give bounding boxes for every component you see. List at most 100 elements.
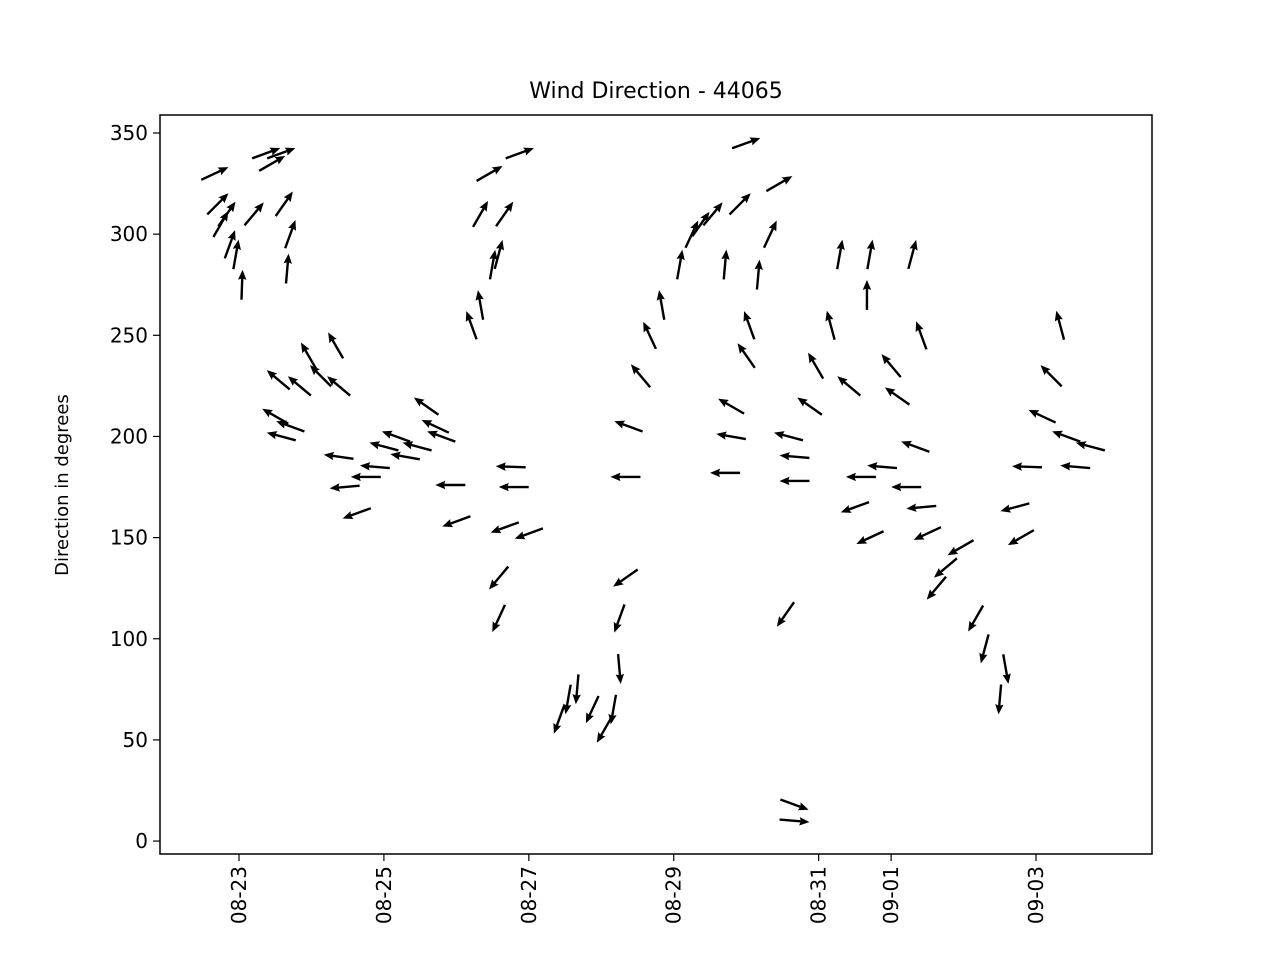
wind-arrow [251,147,281,160]
wind-arrow [350,472,381,482]
wind-arrow [492,604,507,633]
wind-arrow [413,397,440,416]
wind-arrow [1052,430,1081,443]
wind-arrow [710,468,741,478]
wind-arrow [765,176,793,193]
wind-arrow [615,654,625,685]
y-tick-label: 100 [110,627,148,651]
wind-arrow [495,201,514,227]
wind-arrow [728,193,751,216]
wind-arrow [866,239,875,270]
chart-title: Wind Direction - 44065 [529,79,783,104]
wind-arrow [808,352,825,380]
wind-arrow [498,482,529,492]
wind-arrow [737,343,756,369]
wind-arrow [262,408,289,425]
y-tick-label: 150 [110,526,148,550]
wind-arrow [656,290,666,320]
wind-arrow [1075,441,1106,452]
wind-arrow [266,147,296,160]
x-tick-label: 08-27 [517,866,541,924]
wind-arrow [754,259,763,290]
x-tick-label: 08-31 [807,866,831,924]
wind-arrow [553,705,566,734]
wind-arrow [435,480,466,490]
wind-arrow [933,557,958,578]
wind-arrow [266,370,291,391]
wind-arrow [1002,654,1011,684]
x-tick-label: 09-01 [879,866,903,924]
wind-arrow [856,530,885,544]
axes-frame [159,114,1153,855]
wind-arrow [613,604,626,633]
wind-arrow [968,604,985,632]
wind-arrow [731,137,761,150]
wind-arrow [913,526,942,540]
wind-arrow [300,342,317,370]
wind-arrow [718,398,745,415]
y-tick-label: 200 [110,424,148,448]
wind-arrow [514,527,544,540]
wind-arrow [614,420,643,433]
x-tick-label: 09-03 [1024,866,1048,924]
wind-arrow [743,311,756,340]
wind-arrow [675,249,685,280]
wind-arrow [779,476,810,486]
wind-arrow [608,694,618,725]
wind-arrow [493,239,504,270]
wind-arrow [471,200,489,228]
y-tick-label: 0 [135,829,148,853]
wind-arrow [217,201,236,227]
wind-arrow [585,695,600,724]
wind-arrow [490,521,520,534]
wind-arrow [837,376,862,397]
wind-arrow [779,817,810,826]
wind-arrow [979,634,990,664]
wind-arrow [488,565,510,590]
wind-arrow [947,539,975,556]
wind-arrow [323,451,354,461]
wind-arrow [427,430,456,443]
wind-arrow [776,601,796,627]
wind-arrow [926,575,947,600]
y-tick-label: 250 [110,323,148,347]
wind-arrow [200,167,229,181]
wind-arrow [206,193,229,216]
wind-arrow [465,311,478,340]
wind-arrow [867,462,898,471]
wind-arrow [762,220,777,249]
wind-arrow [797,397,823,416]
wind-arrow [495,462,526,471]
wind-arrow [274,191,293,217]
wind-arrow [284,220,296,249]
wind-arrow [907,239,918,270]
y-tick-label: 50 [123,728,148,752]
wind-arrow [779,452,810,461]
wind-arrow [906,503,937,512]
wind-arrow [475,165,503,183]
wind-arrow [342,507,372,519]
wind-arrow [891,482,922,492]
wind-arrow [329,483,360,492]
wind-arrow [223,230,236,259]
wind-arrow [779,798,809,811]
arrows [200,137,1106,826]
wind-arrow [835,239,845,270]
wind-arrow [721,249,730,280]
wind-arrow [402,441,432,452]
wind-arrow [613,568,639,587]
wind-arrow [237,269,247,300]
y-axis-label: Direction in degrees [52,394,73,576]
wind-arrow [862,279,872,310]
wind-arrow [881,354,902,378]
wind-arrow [845,472,876,482]
wind-arrow [596,716,613,743]
wind-arrow [505,147,534,160]
wind-arrow [359,462,390,471]
wind-arrow [328,332,345,360]
wind-arrow [232,239,241,270]
wind-arrow [327,376,351,397]
wind-arrow [1060,462,1091,471]
wind-arrow [773,431,804,442]
